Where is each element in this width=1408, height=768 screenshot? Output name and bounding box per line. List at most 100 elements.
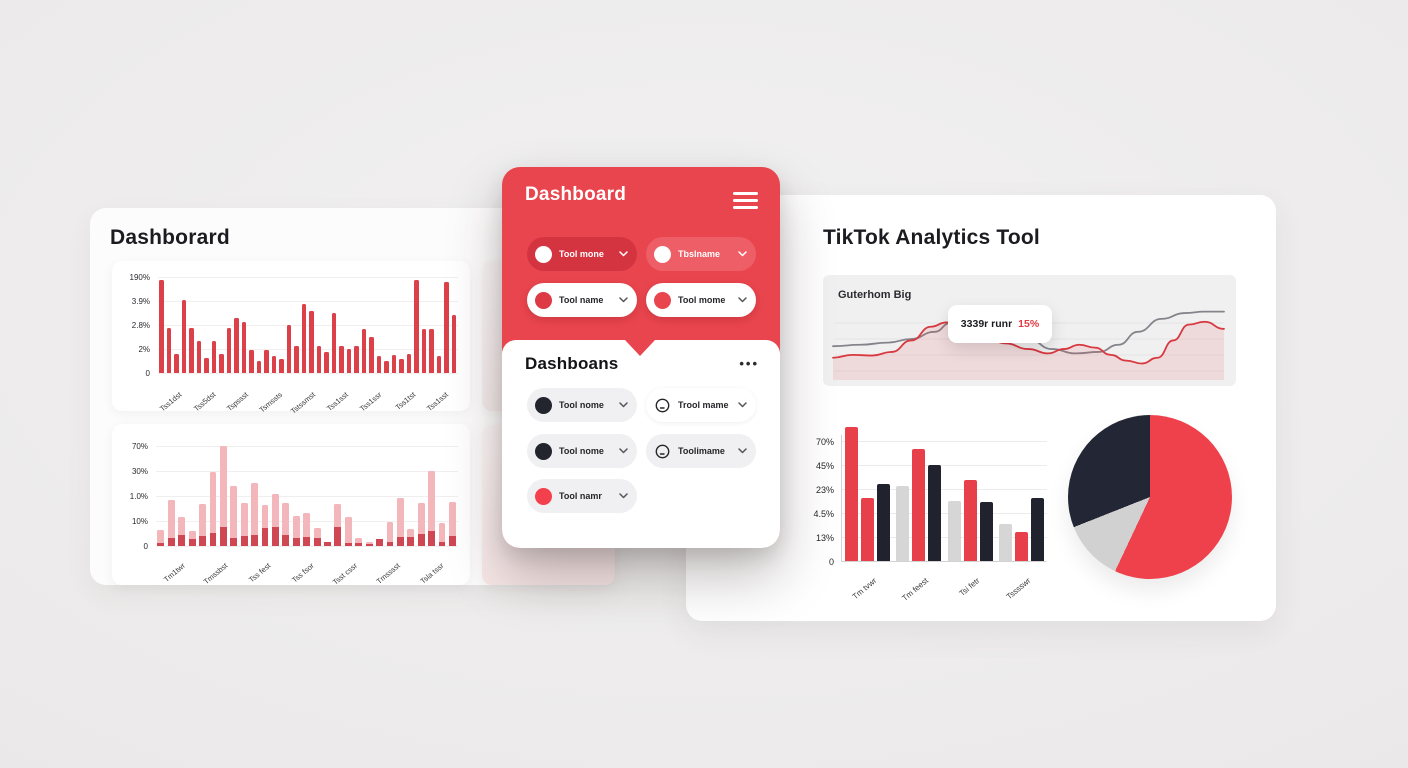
bar-total bbox=[251, 483, 259, 546]
bar-base bbox=[344, 543, 352, 546]
gridline bbox=[158, 301, 458, 302]
tool-select-pill[interactable]: Toolimame bbox=[646, 434, 756, 468]
bar-base bbox=[261, 528, 269, 546]
bar bbox=[234, 318, 239, 373]
bar-base bbox=[355, 543, 363, 546]
bar-total bbox=[438, 523, 446, 546]
x-axis-label: Tm1twr bbox=[161, 561, 187, 585]
bar-total bbox=[261, 505, 269, 546]
chevron-down-icon bbox=[619, 493, 628, 499]
bar-base bbox=[292, 538, 300, 546]
bar-total bbox=[188, 531, 196, 546]
bar-base bbox=[313, 538, 321, 546]
y-axis-label: 3.9% bbox=[131, 297, 150, 306]
bar-total bbox=[428, 471, 436, 546]
bar-base bbox=[272, 527, 279, 546]
bar-base bbox=[199, 536, 206, 546]
bar-total bbox=[313, 528, 321, 546]
bar-base bbox=[282, 535, 290, 546]
bar bbox=[436, 355, 442, 373]
tool-label: Tool name bbox=[559, 295, 604, 305]
bar-total bbox=[334, 504, 342, 546]
red-line-series bbox=[832, 320, 1225, 365]
y-axis-label: 13% bbox=[815, 533, 834, 543]
tool-select-pill[interactable]: Tool name bbox=[527, 283, 637, 317]
bar bbox=[196, 341, 202, 373]
y-axis-label: 45% bbox=[815, 461, 834, 471]
bar-base bbox=[230, 538, 238, 546]
tool-label: Tool mone bbox=[559, 249, 604, 259]
bar bbox=[174, 353, 179, 373]
x-axis-label: Tss fest bbox=[247, 561, 273, 585]
y-axis-line bbox=[841, 435, 842, 561]
tool-color-dot bbox=[535, 396, 552, 414]
tool-label: Toolimame bbox=[678, 446, 725, 456]
y-axis-label: 4.5% bbox=[813, 509, 834, 519]
bar bbox=[444, 281, 449, 373]
bar bbox=[346, 349, 352, 373]
tool-color-dot bbox=[654, 291, 671, 309]
x-axis-label: Tss1dst bbox=[158, 390, 184, 414]
x-axis-label: Tss1sst bbox=[325, 390, 351, 414]
x-axis-label: Tmsssst bbox=[375, 561, 403, 586]
x-axis-label: Tss1tst bbox=[393, 390, 417, 412]
x-axis-label: Tspssst bbox=[225, 390, 251, 414]
bar-total bbox=[272, 494, 279, 546]
bar-base bbox=[219, 527, 227, 546]
pie-chart bbox=[1068, 415, 1232, 579]
y-axis-label: 0 bbox=[828, 557, 834, 567]
bar bbox=[339, 346, 344, 373]
bar-total bbox=[344, 517, 352, 546]
bar-total bbox=[417, 503, 425, 546]
tool-select-pill[interactable]: Tool nome bbox=[527, 388, 637, 422]
bar bbox=[877, 484, 891, 561]
tool-select-pill[interactable]: Tool mone bbox=[527, 237, 637, 271]
bar-total bbox=[209, 472, 217, 546]
bar-base bbox=[303, 537, 311, 546]
bar-total bbox=[396, 498, 404, 546]
bar-base bbox=[188, 539, 196, 546]
bar bbox=[211, 341, 217, 373]
tooltip-percent: 15% bbox=[1018, 318, 1040, 330]
tool-badge-icon bbox=[655, 444, 670, 458]
y-axis-label: 10% bbox=[131, 517, 148, 526]
y-axis-label: 70% bbox=[131, 442, 148, 451]
tool-label: Tool mome bbox=[678, 295, 726, 305]
x-axis-label: Tm tvwr bbox=[850, 576, 879, 602]
section-title: Dashboans bbox=[525, 354, 619, 373]
bar-chart-card: 190% 3.9% 2.8% 2% 0 Tss1dst Tss5dst Tspssst Tsms… bbox=[112, 261, 470, 416]
bar bbox=[331, 312, 337, 373]
x-axis-label: Tsla tssr bbox=[418, 561, 446, 586]
tool-select-pill[interactable]: Trool mame bbox=[646, 388, 756, 422]
bar-total bbox=[386, 522, 394, 546]
x-axis-label: Tss fsor bbox=[290, 561, 316, 585]
bar bbox=[256, 361, 262, 373]
tool-color-dot bbox=[535, 487, 552, 505]
bar-base bbox=[386, 542, 394, 546]
chevron-down-icon bbox=[619, 251, 628, 257]
menu-icon[interactable] bbox=[733, 192, 758, 209]
y-axis-label: 1.0% bbox=[129, 492, 148, 501]
bar bbox=[414, 279, 419, 373]
tool-select-pill[interactable]: Tbslname bbox=[646, 237, 756, 271]
bar-base bbox=[240, 536, 248, 546]
bar-total bbox=[230, 486, 238, 546]
more-options-icon[interactable]: ••• bbox=[739, 356, 759, 371]
bar bbox=[294, 346, 299, 373]
tool-select-pill[interactable]: Tool namr bbox=[527, 479, 637, 513]
x-axis-label: Tsmssts bbox=[257, 390, 284, 415]
tool-label: Tool namr bbox=[559, 491, 602, 501]
x-axis-label: Tsi fetr bbox=[957, 576, 982, 599]
chevron-down-icon bbox=[619, 297, 628, 303]
bar bbox=[384, 361, 389, 373]
bar-base bbox=[449, 536, 456, 546]
grouped-bar-chart: 70% 45% 23% 4.5% 13% 0 Tm tvwr Tm feest Tsi fetr… bbox=[802, 421, 1052, 603]
tool-color-dot bbox=[535, 291, 552, 309]
bar-total bbox=[303, 513, 311, 546]
tool-select-pill[interactable]: Tool nome bbox=[527, 434, 637, 468]
bar bbox=[896, 485, 910, 561]
tool-select-pill[interactable]: Tool mome bbox=[646, 283, 756, 317]
tool-label: Tbslname bbox=[678, 249, 721, 259]
bar bbox=[947, 500, 961, 561]
gridline bbox=[842, 441, 1047, 442]
